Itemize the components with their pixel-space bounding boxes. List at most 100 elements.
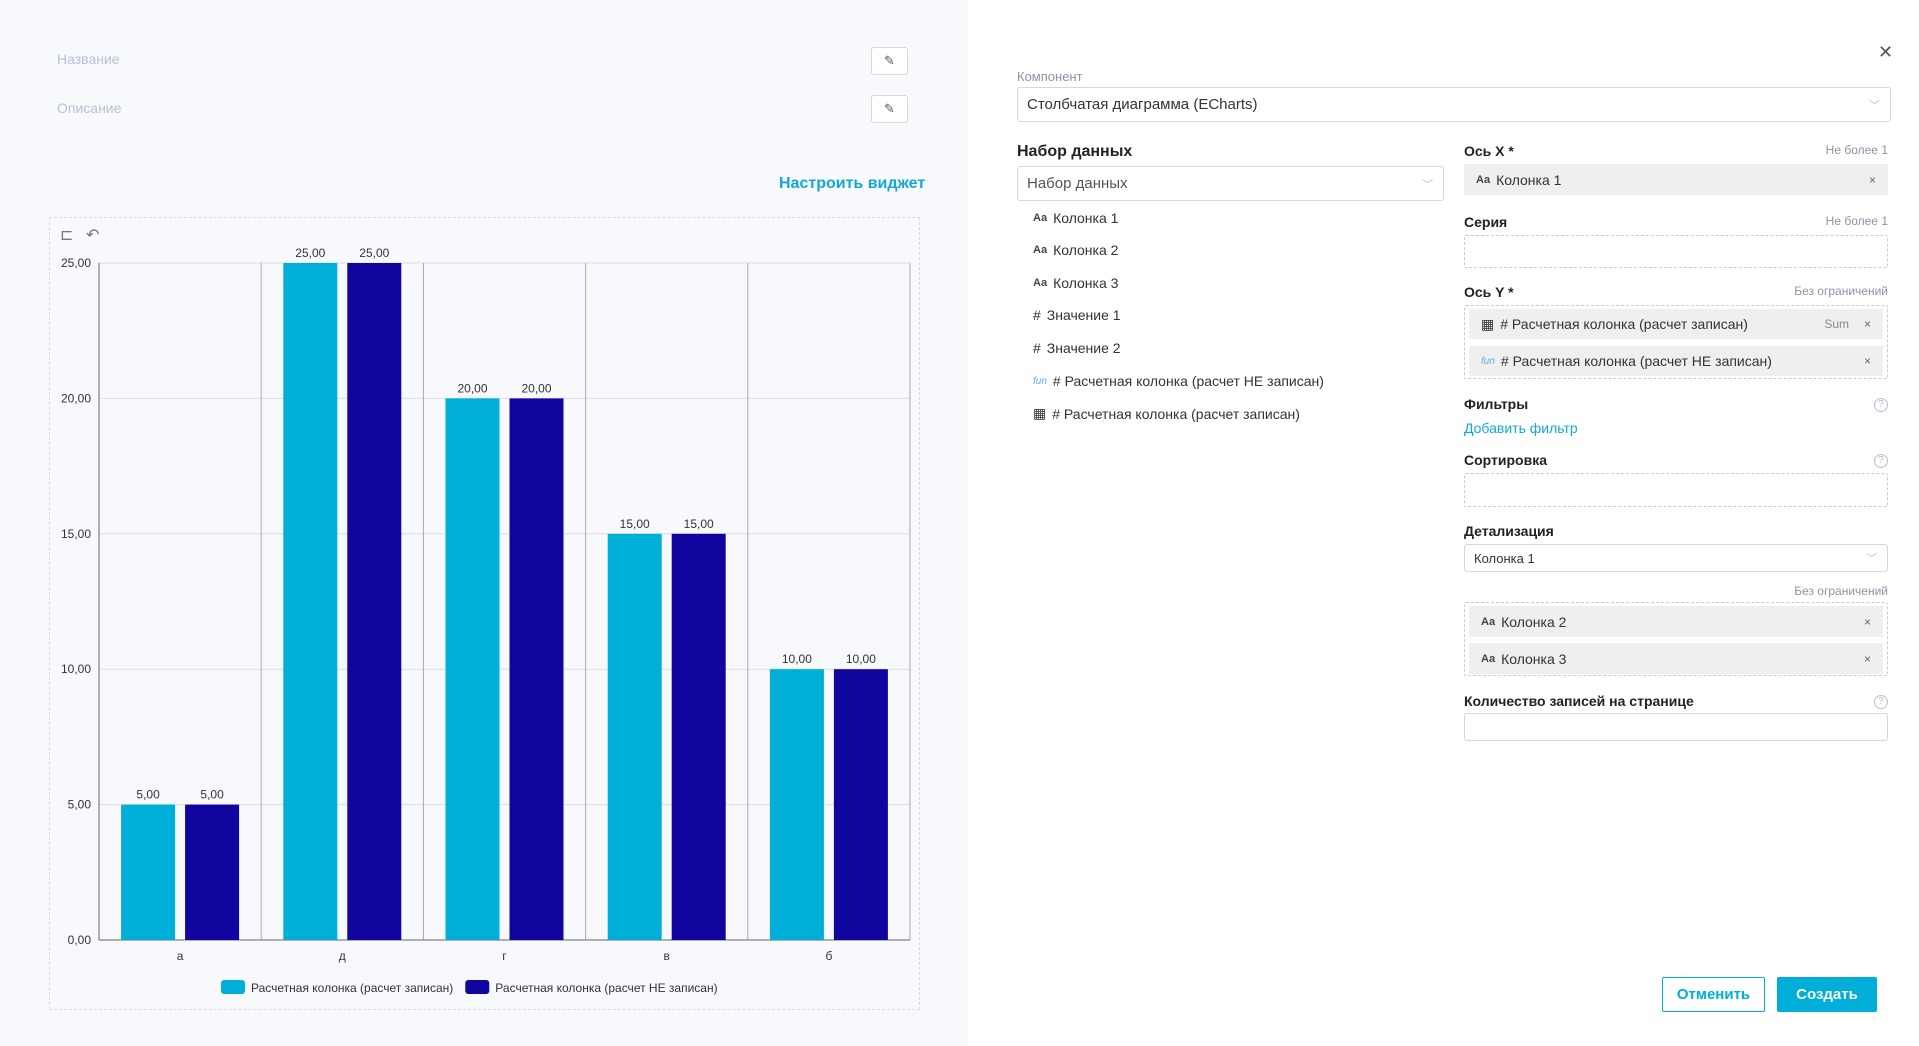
text-type-icon: Aa — [1033, 277, 1048, 289]
remove-icon[interactable]: × — [1863, 614, 1871, 629]
text-type-icon: Aa — [1481, 652, 1496, 665]
remove-icon[interactable]: × — [1863, 354, 1871, 368]
chip-label: Колонка 1 — [1496, 171, 1562, 188]
dataset-field[interactable]: Aa Колонка 3 — [1033, 275, 1118, 291]
calculator-icon: ▦ — [1033, 405, 1047, 421]
x-tick-label: б — [825, 949, 832, 963]
create-button[interactable]: Создать — [1777, 977, 1877, 1012]
x-tick-label: а — [177, 949, 184, 963]
sort-dropzone[interactable] — [1464, 473, 1888, 507]
dataset-field[interactable]: ▦ # Расчетная колонка (расчет записан) — [1033, 405, 1300, 422]
component-label: Компонент — [1017, 69, 1083, 84]
crop-zoom-icon[interactable]: ⊏ — [60, 227, 74, 244]
x-axis-chip[interactable]: Aa Колонка 1 × — [1464, 164, 1888, 195]
y-axis-label: Ось Y * — [1464, 284, 1514, 300]
dataset-heading: Набор данных — [1017, 143, 1133, 160]
page-size-input[interactable] — [1464, 713, 1888, 741]
edit-description-button[interactable]: ✎ — [871, 95, 908, 123]
detail-chip[interactable]: Aa Колонка 2 × — [1469, 606, 1883, 637]
field-label: Значение 2 — [1046, 340, 1121, 356]
field-label: Колонка 3 — [1053, 275, 1119, 291]
function-icon: fun — [1033, 375, 1047, 387]
aggregation-label[interactable]: Sum — [1824, 317, 1849, 331]
field-label: # Расчетная колонка (расчет НЕ записан) — [1052, 373, 1324, 389]
dataset-field[interactable]: Aa Колонка 2 — [1033, 242, 1118, 258]
detail-hint: Без ограничений — [1794, 584, 1888, 598]
bar — [347, 263, 402, 940]
pencil-icon: ✎ — [884, 53, 895, 68]
remove-icon[interactable]: × — [1863, 317, 1871, 331]
add-filter-link[interactable]: Добавить фильтр — [1464, 420, 1578, 436]
page-size-label: Количество записей на странице — [1464, 693, 1694, 709]
help-icon[interactable]: ? — [1874, 398, 1888, 412]
help-icon[interactable]: ? — [1874, 695, 1888, 709]
remove-icon[interactable]: × — [1868, 172, 1876, 187]
y-axis-chip[interactable]: ▦ # Расчетная колонка (расчет записан) Sum… — [1469, 309, 1883, 339]
detail-label: Детализация — [1464, 523, 1554, 539]
detail-dropzone[interactable] — [1464, 602, 1888, 676]
y-tick-label: 5,00 — [68, 798, 92, 812]
detail-value: Колонка 1 — [1474, 550, 1535, 566]
calculator-icon: ▦ — [1481, 315, 1495, 332]
data-label: 5,00 — [136, 788, 160, 802]
dataset-field[interactable]: # Значение 2 — [1033, 340, 1121, 356]
configure-widget-link[interactable]: Настроить виджет — [779, 175, 926, 192]
chip-label: # Расчетная колонка (расчет НЕ записан) — [1500, 353, 1772, 369]
help-icon[interactable]: ? — [1874, 454, 1888, 468]
dataset-select[interactable]: Набор данных ﹀ — [1017, 166, 1444, 201]
chevron-down-icon: ﹀ — [1869, 99, 1880, 112]
data-label: 25,00 — [295, 246, 325, 260]
remove-icon[interactable]: × — [1863, 651, 1871, 666]
text-type-icon: Aa — [1481, 615, 1496, 628]
data-label: 5,00 — [200, 788, 224, 802]
dataset-field[interactable]: Aa Колонка 1 — [1033, 210, 1118, 226]
series-dropzone[interactable] — [1464, 235, 1888, 268]
field-label: Колонка 2 — [1053, 242, 1119, 258]
data-label: 15,00 — [620, 517, 650, 531]
bar — [445, 398, 500, 940]
y-axis-chip[interactable]: fun # Расчетная колонка (расчет НЕ записа… — [1469, 346, 1883, 376]
cancel-button[interactable]: Отменить — [1662, 977, 1765, 1012]
bar — [121, 804, 176, 940]
y-tick-label: 20,00 — [61, 391, 91, 405]
text-type-icon: Aa — [1476, 173, 1491, 186]
number-icon: # — [1033, 307, 1041, 323]
chevron-down-icon: ﹀ — [1422, 178, 1433, 191]
y-tick-label: 0,00 — [68, 933, 92, 947]
y-axis-dropzone[interactable] — [1464, 305, 1888, 379]
widget-title-placeholder: Название — [57, 51, 120, 67]
bar-chart: 0,00 5,00 10,00 15,00 20,00 25,00 а 5,00 5,00 д 25… — [61, 246, 911, 995]
chip-label: Колонка 2 — [1501, 613, 1567, 630]
filters-label: Фильтры — [1464, 396, 1529, 412]
data-label: 15,00 — [684, 517, 714, 531]
bar — [607, 533, 662, 940]
chart-frame — [49, 217, 920, 1010]
number-icon: # — [1033, 340, 1041, 356]
close-icon[interactable]: ✕ — [1878, 42, 1894, 62]
data-label: 20,00 — [457, 381, 487, 395]
edit-title-button[interactable]: ✎ — [871, 47, 908, 75]
data-label: 10,00 — [846, 652, 876, 666]
x-axis-hint: Не более 1 — [1825, 143, 1888, 157]
legend-swatch — [465, 980, 490, 994]
widget-preview-panel: Название ✎ Описание ✎ Настроить виджет ⊏… — [49, 47, 926, 1010]
dataset-field[interactable]: # Значение 1 — [1033, 307, 1121, 323]
detail-chip[interactable]: Aa Колонка 3 × — [1469, 643, 1883, 674]
y-tick-label: 25,00 — [61, 256, 91, 270]
bar — [833, 669, 888, 940]
function-icon: fun — [1481, 355, 1495, 367]
y-axis-hint: Без ограничений — [1794, 284, 1888, 298]
detail-select[interactable]: Колонка 1 ﹀ — [1464, 544, 1888, 572]
y-tick-label: 15,00 — [61, 527, 91, 541]
component-value: Столбчатая диаграмма (ECharts) — [1027, 96, 1258, 113]
legend-label: Расчетная колонка (расчет записан) — [251, 981, 453, 995]
field-label: Значение 1 — [1046, 307, 1121, 323]
component-select[interactable]: Столбчатая диаграмма (ECharts) ﹀ — [1017, 87, 1891, 122]
dataset-field[interactable]: fun # Расчетная колонка (расчет НЕ записа… — [1033, 373, 1324, 389]
series-hint: Не более 1 — [1825, 214, 1888, 228]
bar — [185, 804, 240, 940]
x-axis-label: Ось X * — [1464, 143, 1514, 159]
legend-label: Расчетная колонка (расчет НЕ записан) — [495, 981, 717, 995]
zoom-reset-icon[interactable]: ↶ — [86, 227, 100, 244]
bar — [509, 398, 564, 940]
